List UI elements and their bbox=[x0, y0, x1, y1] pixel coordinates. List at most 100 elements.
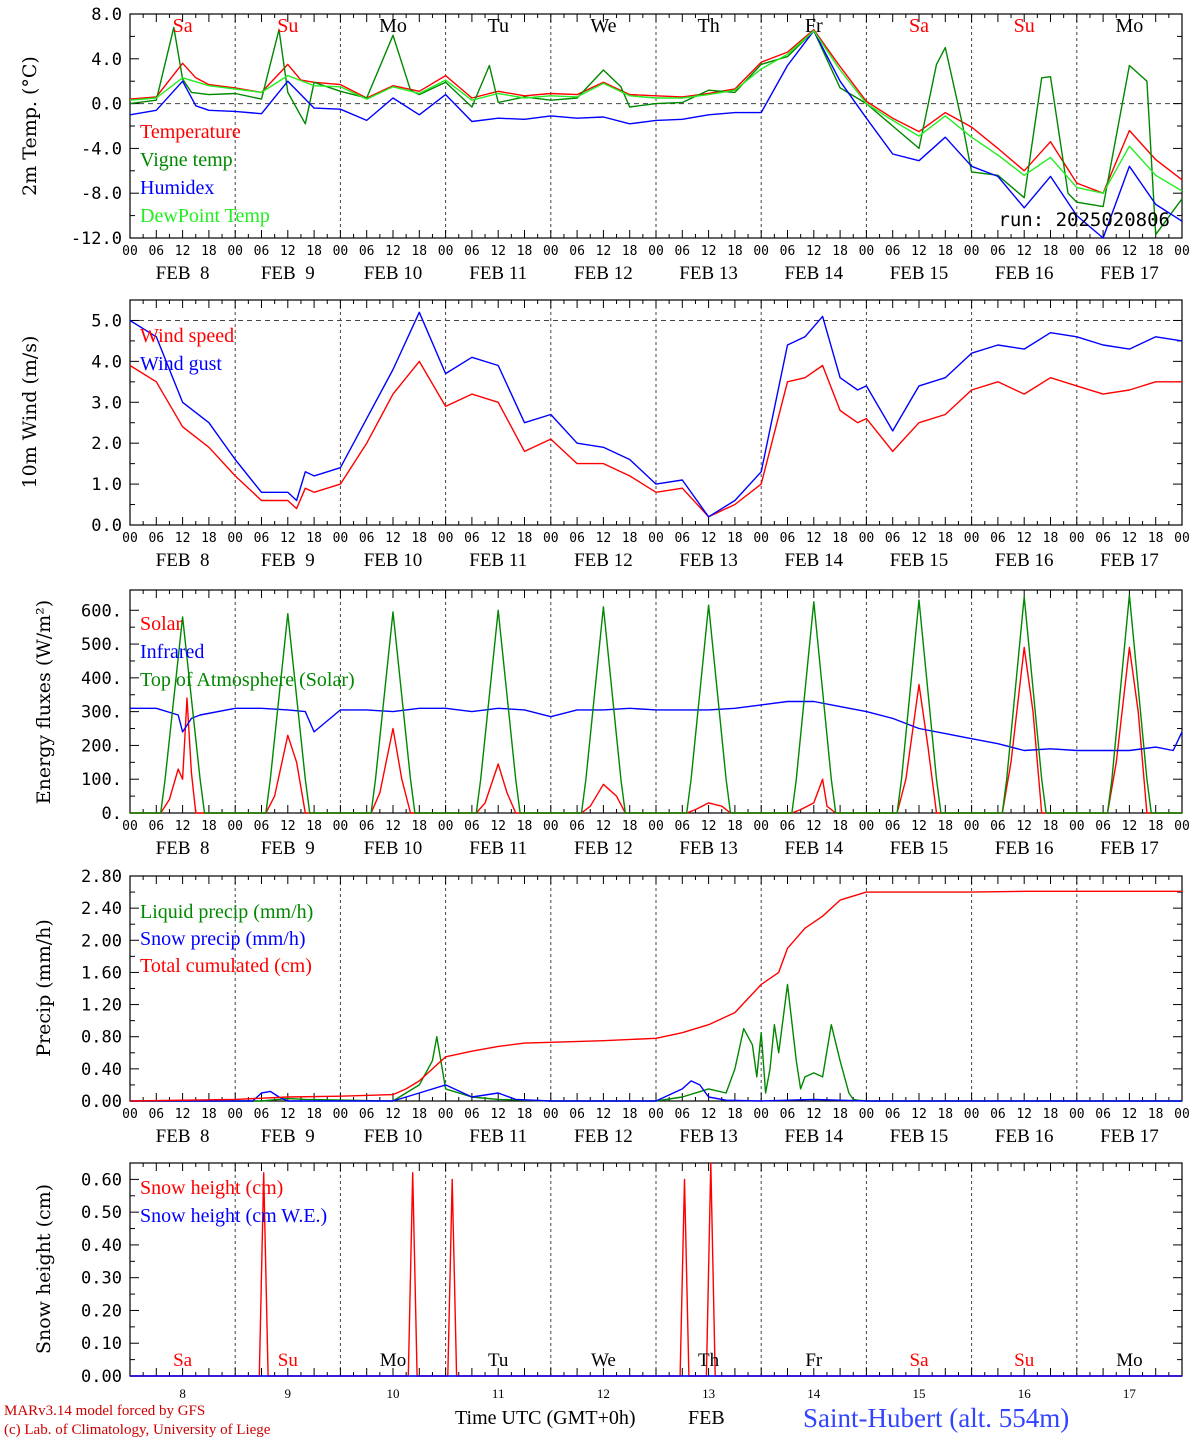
hour-label: 18 bbox=[201, 819, 217, 834]
hour-label: 06 bbox=[1095, 531, 1111, 546]
hour-label: 00 bbox=[122, 1107, 138, 1122]
date-label: FEB 8 bbox=[156, 838, 210, 859]
series-line bbox=[129, 311, 1183, 518]
hour-label: 06 bbox=[674, 1107, 690, 1122]
time-axis-title: Time UTC (GMT+0h) bbox=[455, 1407, 636, 1429]
hour-label: 06 bbox=[254, 244, 270, 259]
hour-label: 18 bbox=[411, 244, 427, 259]
hour-label: 06 bbox=[254, 819, 270, 834]
y-tick-label: 2.80 bbox=[81, 867, 122, 887]
hour-label: 12 bbox=[175, 1107, 191, 1122]
panel-3: 600. 500. 400. 300. 200. 100. 0. Energy fluxes … bbox=[33, 589, 1190, 859]
legend-entry: Temperature bbox=[140, 121, 241, 143]
hour-label: 12 bbox=[1016, 244, 1032, 259]
plot-frame bbox=[129, 299, 1183, 526]
hour-label: 00 bbox=[859, 1107, 875, 1122]
hour-label: 00 bbox=[227, 1107, 243, 1122]
date-label: FEB 13 bbox=[679, 838, 738, 859]
hour-label: 06 bbox=[885, 531, 901, 546]
hour-label: 18 bbox=[517, 531, 533, 546]
hour-label: 00 bbox=[543, 1107, 559, 1122]
y-tick-label: 0.20 bbox=[81, 1301, 122, 1321]
hour-label: 12 bbox=[806, 244, 822, 259]
legend-entry: Top of Atmosphere (Solar) bbox=[140, 669, 355, 691]
date-label: FEB 15 bbox=[890, 550, 949, 571]
hour-label: 00 bbox=[122, 531, 138, 546]
y-tick-label: -12.0 bbox=[71, 229, 122, 249]
hour-label: 00 bbox=[333, 531, 349, 546]
hour-label: 12 bbox=[175, 244, 191, 259]
hour-label: 06 bbox=[674, 244, 690, 259]
date-label: FEB 15 bbox=[890, 838, 949, 859]
y-tick-label: 0.40 bbox=[81, 1060, 122, 1080]
y-tick-label: 400. bbox=[81, 669, 122, 689]
date-label: FEB 17 bbox=[1100, 838, 1159, 859]
legend-entry: Wind speed bbox=[140, 325, 234, 347]
day-number-label: 8 bbox=[179, 1386, 186, 1401]
date-label: FEB 9 bbox=[261, 838, 315, 859]
hour-label: 12 bbox=[701, 244, 717, 259]
hour-label: 00 bbox=[438, 819, 454, 834]
series-line bbox=[130, 983, 1182, 1102]
hour-label: 12 bbox=[701, 531, 717, 546]
hour-label: 06 bbox=[464, 244, 480, 259]
month-label: FEB bbox=[688, 1407, 725, 1429]
hour-label: 18 bbox=[937, 1107, 953, 1122]
hour-label: 18 bbox=[727, 244, 743, 259]
date-label: FEB 10 bbox=[364, 838, 423, 859]
legend-entry: DewPoint Temp bbox=[140, 205, 270, 227]
day-name-label: We bbox=[590, 15, 616, 37]
date-label: FEB 13 bbox=[679, 550, 738, 571]
hour-label: 12 bbox=[175, 819, 191, 834]
hour-label: 00 bbox=[1069, 1107, 1085, 1122]
day-number-label: 14 bbox=[807, 1386, 821, 1401]
series-line bbox=[130, 700, 1183, 752]
hour-label: 18 bbox=[1148, 819, 1164, 834]
hour-label: 12 bbox=[490, 1107, 506, 1122]
hour-label: 18 bbox=[1043, 819, 1059, 834]
y-tick-label: 1.60 bbox=[81, 963, 122, 983]
hour-label: 06 bbox=[254, 1107, 270, 1122]
hour-label: 12 bbox=[911, 1107, 927, 1122]
y-tick-label: -4.0 bbox=[81, 139, 122, 159]
hour-label: 06 bbox=[569, 819, 585, 834]
hour-label: 00 bbox=[964, 1107, 980, 1122]
day-name-label: Sa bbox=[909, 15, 929, 37]
y-tick-label: 0.30 bbox=[81, 1269, 122, 1289]
hour-label: 06 bbox=[569, 244, 585, 259]
hour-label: 18 bbox=[1043, 244, 1059, 259]
hour-label: 12 bbox=[1122, 244, 1138, 259]
date-label: FEB 10 bbox=[364, 1126, 423, 1147]
hour-label: 12 bbox=[911, 819, 927, 834]
day-name-label: Tu bbox=[487, 15, 509, 37]
day-name-label: Sa bbox=[910, 1350, 930, 1371]
hour-label: 06 bbox=[885, 819, 901, 834]
hour-label: 06 bbox=[1095, 244, 1111, 259]
hour-label: 18 bbox=[411, 819, 427, 834]
hour-label: 06 bbox=[780, 531, 796, 546]
legend-entry: Snow height (cm W.E.) bbox=[140, 1205, 327, 1227]
y-tick-label: 600. bbox=[81, 601, 122, 621]
date-label: FEB 12 bbox=[574, 550, 633, 571]
hour-label: 18 bbox=[411, 1107, 427, 1122]
hour-label: 06 bbox=[148, 244, 164, 259]
hour-label: 00 bbox=[859, 531, 875, 546]
hour-label: 00 bbox=[227, 244, 243, 259]
y-tick-label: 3.0 bbox=[91, 393, 122, 413]
day-number-label: 9 bbox=[285, 1386, 292, 1401]
legend-entry: Liquid precip (mm/h) bbox=[140, 901, 313, 923]
date-label: FEB 13 bbox=[679, 263, 738, 284]
legend-entry: Wind gust bbox=[140, 353, 222, 375]
hour-label: 06 bbox=[674, 819, 690, 834]
date-label: FEB 11 bbox=[469, 263, 527, 284]
hour-label: 12 bbox=[596, 819, 612, 834]
hour-label: 00 bbox=[1069, 819, 1085, 834]
day-name-label: We bbox=[591, 1350, 616, 1371]
date-label: FEB 9 bbox=[261, 263, 315, 284]
y-tick-label: 500. bbox=[81, 635, 122, 655]
day-name-label: Mo bbox=[1116, 15, 1144, 37]
y-tick-label: 5.0 bbox=[91, 311, 122, 331]
hour-label: 00 bbox=[964, 531, 980, 546]
day-name-label: Fr bbox=[805, 15, 823, 37]
hour-label: 06 bbox=[464, 819, 480, 834]
